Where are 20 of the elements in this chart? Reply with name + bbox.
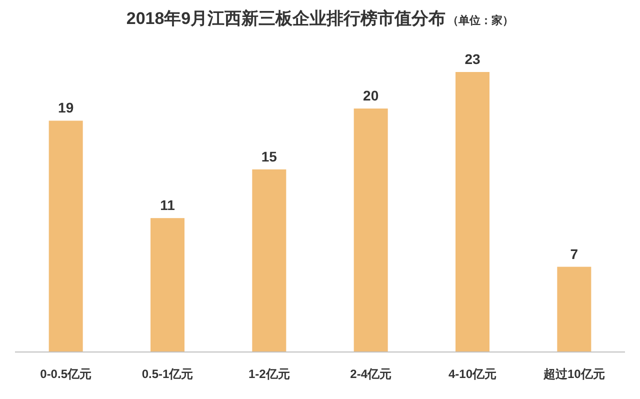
bar	[354, 108, 388, 352]
bar	[557, 266, 592, 352]
x-tick-label: 1-2亿元	[248, 367, 290, 381]
x-tick-label: 0.5-1亿元	[142, 367, 194, 381]
data-label: 20	[363, 88, 379, 104]
chart-subtitle: （单位：家）	[448, 14, 514, 27]
bar	[150, 218, 184, 352]
x-tick-label: 2-4亿元	[350, 367, 392, 381]
bar	[48, 120, 83, 352]
data-label: 15	[261, 148, 278, 164]
data-label: 11	[160, 197, 176, 214]
data-label: 7	[570, 246, 578, 262]
data-label: 23	[464, 51, 480, 67]
x-tick-label: 超过10亿元	[542, 367, 605, 381]
x-tick-label: 0-0.5亿元	[40, 367, 92, 381]
bar	[456, 72, 490, 352]
chart-title: 2018年9月江西新三板企业排行榜市值分布	[126, 9, 446, 28]
x-tick-label: 4-10亿元	[448, 367, 497, 381]
bar	[252, 169, 286, 352]
data-label: 19	[58, 100, 74, 116]
